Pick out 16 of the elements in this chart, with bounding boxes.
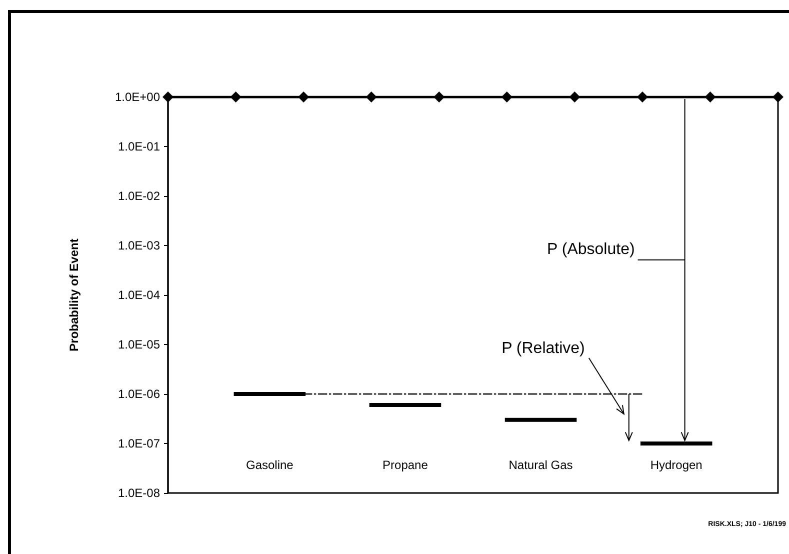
x-tick-label: Natural Gas — [508, 458, 573, 472]
y-tick-label: 1.0E-02 — [118, 189, 160, 203]
annotation: P (Absolute) — [547, 241, 635, 258]
y-tick-label: 1.0E-07 — [118, 436, 160, 450]
y-axis-title: Probability of Event — [67, 238, 81, 352]
y-tick-label: 1.0E-06 — [118, 387, 160, 401]
x-tick-label: Propane — [382, 458, 428, 472]
x-tick-label: Gasoline — [246, 458, 294, 472]
y-tick-label: 1.0E-03 — [118, 238, 160, 252]
annotation: P (Relative) — [502, 340, 585, 358]
y-tick-label: 1.0E+00 — [114, 90, 160, 104]
y-tick-label: 1.0E-04 — [118, 288, 160, 302]
x-tick-label: Hydrogen — [650, 458, 702, 472]
y-tick-label: 1.0E-05 — [118, 338, 160, 352]
y-tick-label: 1.0E-08 — [118, 486, 160, 500]
y-tick-label: 1.0E-01 — [118, 140, 160, 154]
